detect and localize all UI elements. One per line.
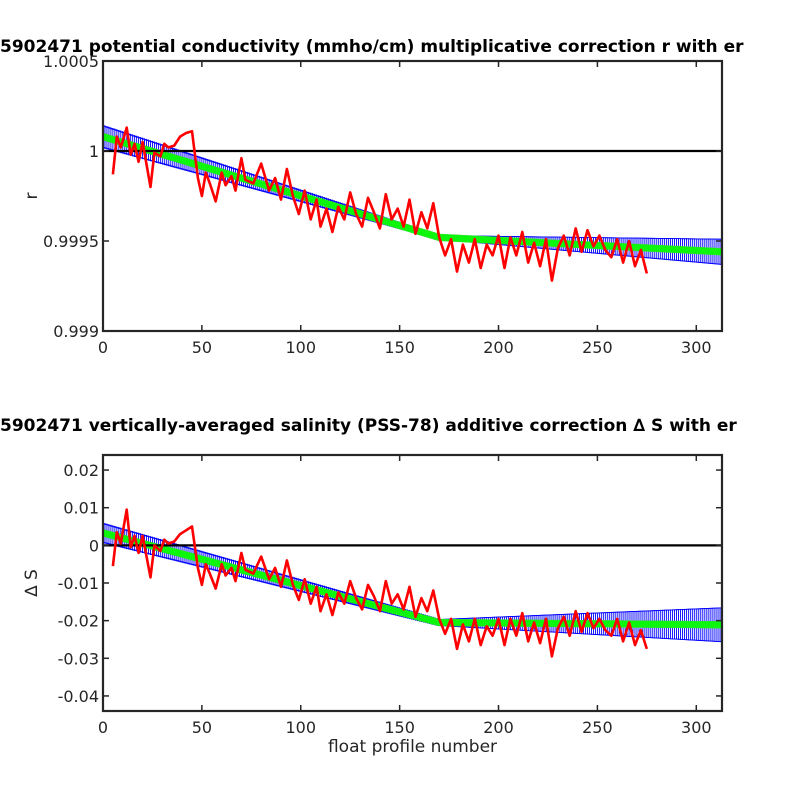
chart-title: 5902471 vertically-averaged salinity (PS…: [0, 416, 737, 436]
y-tick-label: 0.01: [63, 499, 99, 518]
plot-content: [103, 125, 722, 282]
x-tick-label: 100: [285, 718, 316, 737]
x-tick-label: 100: [285, 338, 316, 357]
x-tick-label: 50: [192, 718, 212, 737]
x-tick-label: 200: [483, 338, 514, 357]
x-tick-label: 150: [384, 338, 415, 357]
y-tick-label: 0.9995: [43, 232, 99, 251]
x-axis-label: float profile number: [328, 737, 497, 757]
chart-title: 5902471 potential conductivity (mmho/cm)…: [0, 37, 744, 57]
salinity-correction-chart: 0 50 100 150 200 250 300 -0.04 -0.03 -0.02 -0.01 0 0…: [0, 416, 737, 757]
y-tick-label: -0.04: [58, 687, 99, 706]
x-tick-label: 300: [681, 338, 712, 357]
conductivity-correction-chart: 0 50 100 150 200 250 300 0.999 0.9995 1 1.00055902…: [0, 37, 744, 357]
plot-area: [103, 455, 722, 711]
x-tick-label: 250: [582, 718, 613, 737]
y-tick-label: 0: [89, 536, 99, 555]
raw-correction-line: [111, 508, 649, 658]
plot-content: [103, 508, 722, 658]
fit-markers: [103, 132, 722, 256]
y-tick-label: 0.999: [53, 322, 99, 341]
raw-correction-line: [111, 126, 649, 282]
x-tick-label: 50: [192, 338, 212, 357]
x-tick-label: 200: [483, 718, 514, 737]
x-tick-label: 150: [384, 718, 415, 737]
x-tick-label: 300: [681, 718, 712, 737]
y-tick-label: 1: [89, 142, 99, 161]
y-axis-label: ∆ S: [22, 569, 42, 598]
y-tick-label: -0.01: [58, 574, 99, 593]
plot-area: [103, 61, 722, 331]
y-tick-label: -0.02: [58, 612, 99, 631]
y-tick-label: -0.03: [58, 649, 99, 668]
x-tick-label: 0: [98, 718, 108, 737]
axes-box: [101, 59, 724, 333]
x-tick-label: 250: [582, 338, 613, 357]
y-tick-label: 0.02: [63, 461, 99, 480]
y-axis-label: r: [22, 193, 42, 200]
y-tick-label: 1.0005: [43, 52, 99, 71]
x-tick-label: 0: [98, 338, 108, 357]
